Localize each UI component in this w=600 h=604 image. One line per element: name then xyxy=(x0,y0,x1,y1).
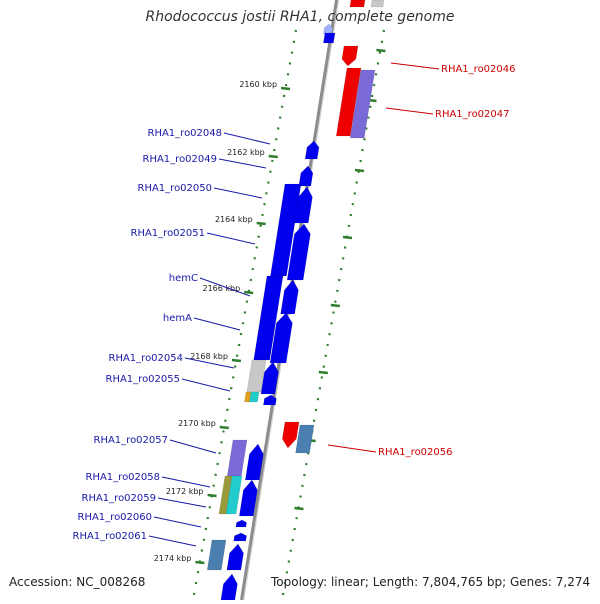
gene-arrow xyxy=(293,186,313,224)
gene-arrow xyxy=(280,279,299,315)
gene-leader-line xyxy=(148,535,197,547)
gene-arrow xyxy=(226,543,244,571)
kbp-tick-label: 2162 kbp xyxy=(227,148,265,157)
accession-label: Accession: NC_008268 xyxy=(9,575,146,589)
gene-arrow xyxy=(206,539,227,571)
gene-arrow xyxy=(260,361,279,395)
kbp-tick-label: 2174 kbp xyxy=(154,554,192,563)
gene-arrow xyxy=(341,45,359,67)
gene-label-left: hemA xyxy=(163,313,192,324)
gene-label-right: RHA1_ro02047 xyxy=(435,109,510,120)
gene-label-left: RHA1_ro02059 xyxy=(82,493,157,504)
gene-leader-line xyxy=(206,232,256,245)
gene-leader-line xyxy=(157,497,207,508)
gene-label-left: RHA1_ro02050 xyxy=(138,183,213,194)
gene-arrow xyxy=(238,479,258,517)
gene-leader-line xyxy=(181,378,231,392)
gene-label-left: RHA1_ro02048 xyxy=(148,128,223,139)
gene-arrow xyxy=(349,0,366,8)
gene-arrow xyxy=(253,275,284,361)
gene-leader-line xyxy=(169,439,217,454)
gene-label-right: RHA1_ro02046 xyxy=(441,64,516,75)
right-tick xyxy=(354,168,365,173)
kbp-tick xyxy=(219,425,229,430)
gene-arrow xyxy=(304,140,320,160)
right-tick xyxy=(294,506,304,511)
kbp-tick xyxy=(195,560,205,565)
gene-arrow xyxy=(219,573,238,604)
gene-label-left: RHA1_ro02055 xyxy=(106,374,181,385)
kbp-tick xyxy=(207,493,217,498)
gene-label-left: RHA1_ro02051 xyxy=(131,228,206,239)
kbp-tick-label: 2164 kbp xyxy=(215,215,253,224)
kbp-tick-label: 2172 kbp xyxy=(166,487,204,496)
genome-title: Rhodococcus jostii RHA1, complete genome xyxy=(145,9,455,25)
right-tick xyxy=(342,235,353,240)
gene-arrow xyxy=(370,0,385,8)
kbp-tick xyxy=(256,221,266,226)
gene-arrow xyxy=(249,391,260,403)
gene-leader-line xyxy=(199,277,251,297)
gene-arrow xyxy=(335,67,362,137)
gene-arrow xyxy=(269,312,293,364)
gene-leader-line xyxy=(385,107,434,115)
gene-arrow xyxy=(235,519,247,528)
kbp-tick-label: 2160 kbp xyxy=(239,80,277,89)
gene-leader-line xyxy=(223,132,271,145)
gene-arrow xyxy=(233,532,247,542)
kbp-tick-label: 2168 kbp xyxy=(190,352,228,361)
gene-label-right: RHA1_ro02056 xyxy=(378,447,453,458)
gene-arrow xyxy=(226,439,248,477)
gene-label-left: RHA1_ro02061 xyxy=(73,531,148,542)
gene-leader-line xyxy=(193,317,241,331)
gene-arrow xyxy=(246,359,267,393)
kbp-tick xyxy=(280,86,291,91)
gene-label-left: RHA1_ro02057 xyxy=(94,435,169,446)
gene-leader-line xyxy=(213,187,263,199)
gene-arrow xyxy=(270,183,302,277)
gene-arrow xyxy=(323,32,336,44)
gene-arrow xyxy=(244,443,264,481)
gene-arrow xyxy=(298,165,314,187)
kbp-tick xyxy=(268,154,278,159)
kbp-tick-label: 2166 kbp xyxy=(202,284,240,293)
right-guide-line xyxy=(280,29,386,601)
right-tick xyxy=(376,48,386,53)
gene-leader-line xyxy=(184,357,235,369)
genome-summary: Topology: linear; Length: 7,804,765 bp; … xyxy=(271,575,591,589)
gene-leader-line xyxy=(153,516,202,528)
kbp-tick xyxy=(244,290,254,295)
gene-label-left: RHA1_ro02049 xyxy=(143,154,218,165)
gene-arrow xyxy=(349,69,376,139)
gene-leader-line xyxy=(218,158,267,169)
gene-label-left: RHA1_ro02054 xyxy=(109,353,184,364)
gene-label-left: RHA1_ro02060 xyxy=(78,512,153,523)
kbp-tick xyxy=(231,358,242,363)
gene-arrow xyxy=(282,421,300,449)
gene-label-left: RHA1_ro02058 xyxy=(86,472,161,483)
gene-leader-line xyxy=(327,444,377,453)
gene-leader-line xyxy=(161,476,211,488)
gene-arrow xyxy=(295,424,315,454)
kbp-tick-label: 2170 kbp xyxy=(178,419,216,428)
gene-arrow xyxy=(263,394,277,406)
gene-leader-line xyxy=(390,62,440,70)
gene-arrow xyxy=(286,223,311,281)
right-tick xyxy=(318,370,328,375)
gene-label-left: hemC xyxy=(169,273,198,284)
right-tick xyxy=(330,303,340,308)
gene-arrow xyxy=(225,475,243,515)
